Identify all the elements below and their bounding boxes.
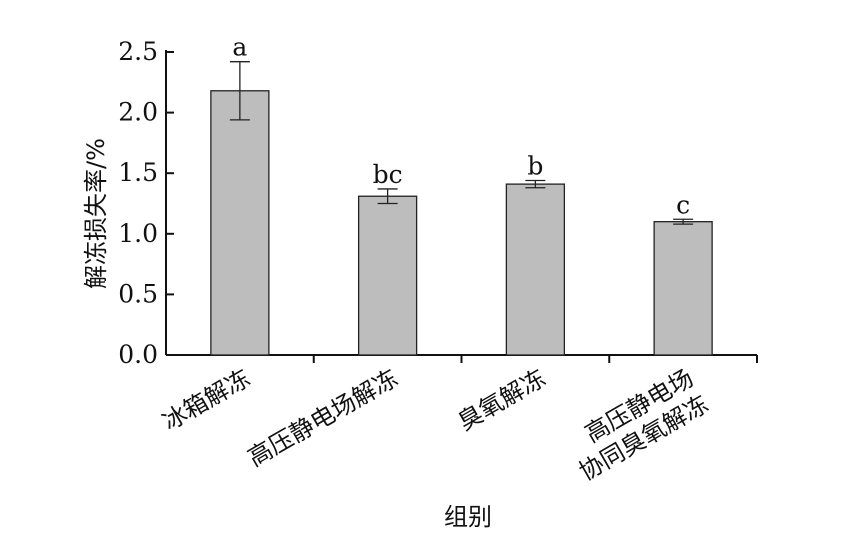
- y-axis-title: 解冻损失率/%: [82, 138, 110, 289]
- error-bar: [525, 179, 546, 189]
- significance-letter: c: [676, 190, 690, 219]
- y-ticks: 0.0 0.5 1.0 1.5 2.0 2.5: [118, 37, 174, 369]
- x-category-label: 臭氧解冻: [453, 364, 550, 436]
- significance-letter: bc: [373, 160, 403, 189]
- bars: [210, 90, 713, 356]
- bar: [357, 195, 418, 356]
- error-bar: [229, 61, 250, 121]
- error-bar: [377, 188, 398, 205]
- significance-letters: abc bc: [232, 33, 690, 220]
- y-tick-label: 2.0: [118, 98, 158, 127]
- bar: [505, 183, 566, 356]
- y-tick-label: 2.5: [118, 37, 158, 66]
- y-tick-label: 0.5: [118, 279, 158, 308]
- significance-letter: b: [527, 151, 543, 180]
- y-tick-label: 1.5: [118, 158, 158, 187]
- bar: [653, 221, 713, 356]
- y-tick-label: 0.0: [118, 340, 158, 369]
- error-bars: [229, 61, 694, 225]
- bar: [210, 90, 270, 356]
- error-bar: [673, 218, 694, 225]
- x-category-label: 高压静电场协同臭氧解冻: [559, 364, 713, 486]
- x-category-label: 高压静电场解冻: [243, 364, 402, 472]
- x-axis-title: 组别: [444, 503, 492, 531]
- x-category-label: 冰箱解冻: [158, 364, 255, 436]
- y-tick-label: 1.0: [118, 219, 158, 248]
- significance-letter: a: [232, 33, 247, 62]
